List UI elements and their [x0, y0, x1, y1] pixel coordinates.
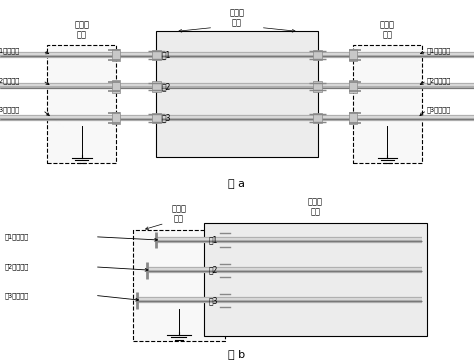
Text: 相3接地引线: 相3接地引线 [427, 107, 451, 113]
Text: 相2接地引线: 相2接地引线 [427, 77, 451, 84]
Bar [47, 45, 116, 163]
Text: 相1: 相1 [209, 236, 218, 245]
Bar [313, 50, 322, 60]
Text: 相1接地引线: 相1接地引线 [427, 48, 451, 54]
Bar [156, 31, 318, 157]
Text: 相2: 相2 [209, 266, 218, 275]
Bar [349, 111, 357, 124]
Text: 相1接地引线: 相1接地引线 [5, 233, 29, 240]
Text: 相3: 相3 [209, 296, 218, 305]
Bar [133, 230, 225, 341]
Text: 相2: 相2 [161, 82, 171, 91]
Text: 相3接地引线: 相3接地引线 [5, 292, 29, 298]
Text: 保护接
地笱: 保护接 地笱 [229, 8, 245, 28]
Text: 图 b: 图 b [228, 349, 246, 359]
Bar [112, 111, 120, 124]
Text: 直接接
地笱: 直接接 地笱 [380, 20, 395, 39]
Bar [353, 45, 422, 163]
Bar [313, 82, 322, 92]
Text: 直接接
地笱: 直接接 地笱 [172, 204, 186, 223]
Text: 直接接
地笱: 直接接 地笱 [74, 20, 89, 39]
Bar [152, 82, 161, 92]
Bar [313, 113, 322, 123]
Bar [152, 50, 161, 60]
Bar [349, 49, 357, 62]
Text: 图 a: 图 a [228, 179, 246, 189]
Bar [349, 80, 357, 93]
Text: 相2接地引线: 相2接地引线 [0, 77, 19, 84]
Text: 相1接地引线: 相1接地引线 [0, 48, 19, 54]
Bar [152, 113, 161, 123]
Bar [204, 223, 427, 336]
Bar [112, 80, 120, 93]
Text: 相2接地引线: 相2接地引线 [5, 264, 29, 270]
Bar [112, 49, 120, 62]
Text: 相3接地引线: 相3接地引线 [0, 107, 19, 113]
Text: 保护接
地笱: 保护接 地笱 [308, 197, 323, 217]
Text: 相1: 相1 [161, 51, 171, 60]
Text: 相3: 相3 [161, 114, 171, 122]
